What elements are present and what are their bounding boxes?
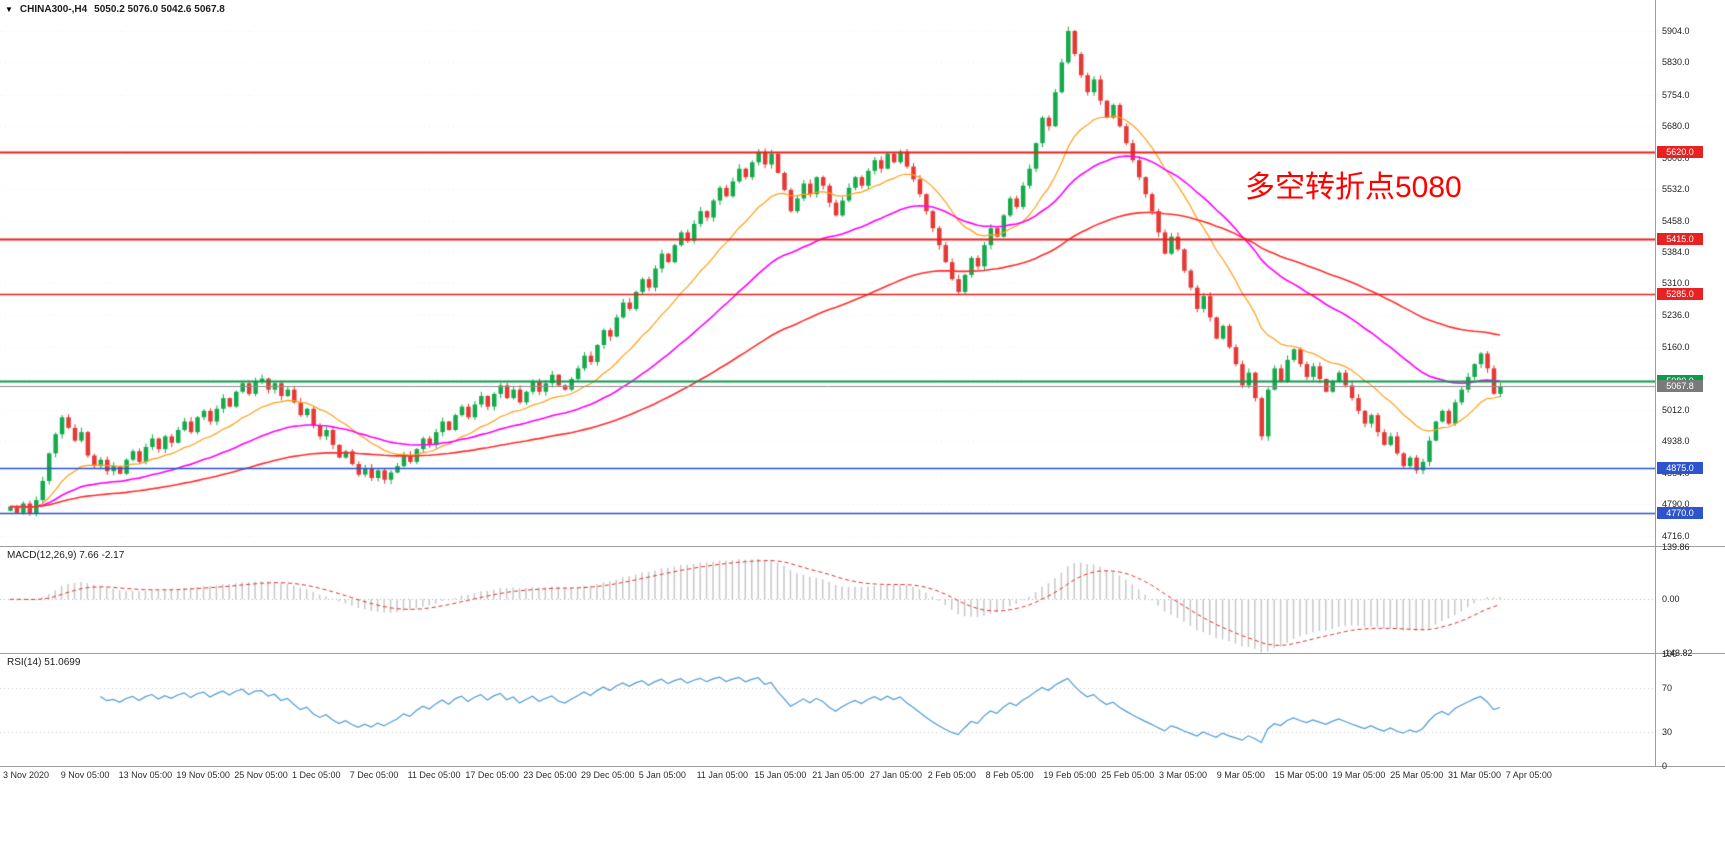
price-axis-label: 5236.0 bbox=[1662, 310, 1690, 320]
time-axis-label[interactable]: 7 Apr 05:00 bbox=[1505, 770, 1552, 780]
time-axis-label[interactable]: 9 Mar 05:00 bbox=[1216, 770, 1265, 780]
macd-axis-label: 139.86 bbox=[1662, 542, 1690, 552]
main-chart-canvas[interactable] bbox=[0, 0, 1655, 546]
rsi-value: 51.0699 bbox=[44, 657, 81, 668]
time-axis-label[interactable]: 19 Nov 05:00 bbox=[176, 770, 230, 780]
rsi-axis-label: 70 bbox=[1662, 683, 1673, 693]
main-macd-separator[interactable] bbox=[0, 546, 1725, 547]
time-axis-label[interactable]: 7 Dec 05:00 bbox=[349, 770, 399, 780]
time-axis-label[interactable]: 9 Nov 05:00 bbox=[60, 770, 110, 780]
price-line-badge: 5285.0 bbox=[1657, 288, 1703, 300]
price-axis-label: 5458.0 bbox=[1662, 216, 1690, 226]
symbol-info: ▼ CHINA300-,H4 5050.2 5076.0 5042.6 5067.8 bbox=[5, 4, 225, 15]
price-axis-label: 4716.0 bbox=[1662, 531, 1690, 541]
time-axis-label[interactable]: 11 Dec 05:00 bbox=[407, 770, 461, 780]
chart-annotation: 多空转折点5080 bbox=[1245, 171, 1462, 204]
current-price-badge: 5067.8 bbox=[1657, 380, 1703, 392]
time-axis-label[interactable]: 21 Jan 05:00 bbox=[812, 770, 865, 780]
time-axis-label[interactable]: 5 Jan 05:00 bbox=[638, 770, 686, 780]
time-axis-label[interactable]: 25 Nov 05:00 bbox=[234, 770, 288, 780]
price-line-badge: 5620.0 bbox=[1657, 146, 1703, 158]
macd-axis-label: 0.00 bbox=[1662, 594, 1680, 604]
price-axis-label: 5680.0 bbox=[1662, 121, 1690, 131]
price-axis-label: 5310.0 bbox=[1662, 278, 1690, 288]
price-axis-label: 5754.0 bbox=[1662, 90, 1690, 100]
time-axis-label[interactable]: 15 Mar 05:00 bbox=[1274, 770, 1328, 780]
time-axis-label[interactable]: 19 Mar 05:00 bbox=[1332, 770, 1386, 780]
time-axis-label[interactable]: 8 Feb 05:00 bbox=[985, 770, 1034, 780]
time-axis-label[interactable]: 23 Dec 05:00 bbox=[523, 770, 577, 780]
time-axis-label[interactable]: 29 Dec 05:00 bbox=[581, 770, 635, 780]
time-axis-label[interactable]: 25 Mar 05:00 bbox=[1390, 770, 1444, 780]
chart-dropdown-arrow-icon[interactable]: ▼ bbox=[5, 5, 13, 14]
price-axis-label: 5606.0 bbox=[1662, 153, 1690, 163]
price-axis-separator[interactable] bbox=[1655, 0, 1656, 766]
time-axis-label[interactable]: 19 Feb 05:00 bbox=[1043, 770, 1097, 780]
time-axis-label[interactable]: 11 Jan 05:00 bbox=[696, 770, 748, 780]
rsi-axis-label: 100 bbox=[1662, 649, 1678, 659]
rsi-indicator-label: RSI(14) 51.0699 bbox=[7, 657, 80, 668]
macd-panel-canvas[interactable] bbox=[0, 547, 1655, 653]
price-axis-label: 5160.0 bbox=[1662, 342, 1690, 352]
time-axis-label[interactable]: 3 Nov 2020 bbox=[3, 770, 50, 780]
rsi-title: RSI(14) bbox=[7, 657, 42, 668]
price-axis-label: 4790.0 bbox=[1662, 499, 1690, 509]
price-axis-label: 5830.0 bbox=[1662, 57, 1690, 67]
time-axis-label[interactable]: 15 Jan 05:00 bbox=[754, 770, 807, 780]
price-line-badge: 4875.0 bbox=[1657, 462, 1703, 474]
macd-indicator-label: MACD(12,26,9) 7.66 -2.17 bbox=[7, 550, 124, 561]
price-axis-label: 5532.0 bbox=[1662, 184, 1690, 194]
price-axis-label: 5904.0 bbox=[1662, 26, 1690, 36]
time-axis-label[interactable]: 27 Jan 05:00 bbox=[870, 770, 923, 780]
rsi-axis-label: 0 bbox=[1662, 761, 1668, 771]
price-axis-label: 5384.0 bbox=[1662, 247, 1690, 257]
time-axis-label[interactable]: 17 Dec 05:00 bbox=[465, 770, 519, 780]
time-axis-label[interactable]: 2 Feb 05:00 bbox=[927, 770, 976, 780]
price-axis-label: 4938.0 bbox=[1662, 436, 1690, 446]
rsi-axis-label: 30 bbox=[1662, 727, 1673, 737]
macd-title: MACD(12,26,9) bbox=[7, 550, 77, 561]
symbol-ohlc-values: 5050.2 5076.0 5042.6 5067.8 bbox=[94, 4, 225, 15]
rsi-timeaxis-separator bbox=[0, 766, 1725, 767]
macd-rsi-separator[interactable] bbox=[0, 653, 1725, 654]
symbol-name: CHINA300-,H4 bbox=[19, 4, 88, 15]
time-axis-label[interactable]: 1 Dec 05:00 bbox=[292, 770, 341, 780]
rsi-panel-canvas[interactable] bbox=[0, 654, 1655, 766]
price-line-badge: 5415.0 bbox=[1657, 233, 1703, 245]
time-axis-label[interactable]: 31 Mar 05:00 bbox=[1448, 770, 1502, 780]
price-axis-label: 5012.0 bbox=[1662, 405, 1690, 415]
macd-axis-label: -143.82 bbox=[1662, 648, 1693, 658]
macd-values: 7.66 -2.17 bbox=[79, 550, 125, 561]
price-line-badge: 4770.0 bbox=[1657, 507, 1703, 519]
time-axis-label[interactable]: 13 Nov 05:00 bbox=[118, 770, 173, 780]
time-axis-label[interactable]: 25 Feb 05:00 bbox=[1101, 770, 1155, 780]
time-axis-label[interactable]: 3 Mar 05:00 bbox=[1159, 770, 1208, 780]
